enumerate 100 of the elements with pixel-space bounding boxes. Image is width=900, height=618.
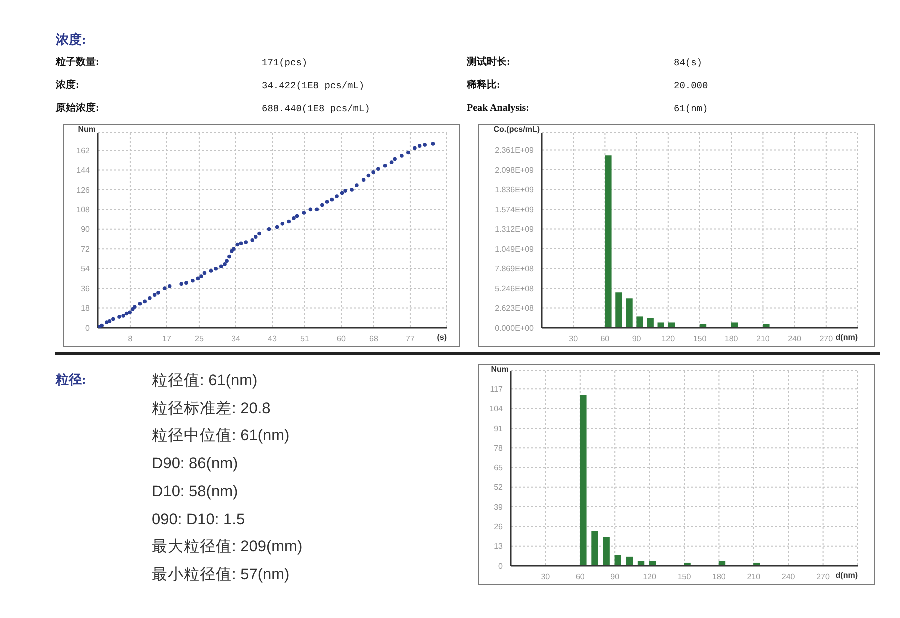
bar <box>763 324 770 328</box>
text: 20.000 <box>674 80 708 92</box>
x-tick-label: 51 <box>300 334 310 344</box>
x-tick-label: 180 <box>712 572 726 582</box>
y-tick-label: 1.049E+09 <box>495 244 535 254</box>
x-tick-label: 210 <box>747 572 762 582</box>
text: 688.440(1E8 pcs/mL) <box>262 103 370 114</box>
y-tick-label: 90 <box>81 225 91 234</box>
bar <box>731 322 738 328</box>
bar <box>647 318 654 328</box>
y-tick-label: 0 <box>498 562 504 571</box>
x-tick-label: 30 <box>541 572 551 582</box>
x-tick-label: 60 <box>576 572 586 582</box>
y-tick-label: 39 <box>494 502 504 512</box>
text: Peak Analysis: <box>467 103 530 114</box>
x-tick-label: 180 <box>724 334 739 344</box>
text: 61(nm) <box>674 103 708 114</box>
y-tick-label: 5.246E+08 <box>495 284 535 294</box>
text: 浓度: <box>56 80 80 91</box>
bar <box>616 292 622 328</box>
y-tick-label: 52 <box>494 483 504 492</box>
bar <box>668 322 675 328</box>
x-axis-title: (s) <box>437 333 447 342</box>
y-tick-label: 72 <box>81 244 91 254</box>
bar <box>658 322 664 328</box>
y-tick-label: 54 <box>81 264 91 274</box>
text: 最小粒径值: 57(nm) <box>152 566 290 584</box>
x-tick-label: 60 <box>337 334 346 344</box>
text: 粒径: <box>56 372 86 388</box>
x-tick-label: 25 <box>195 334 204 344</box>
y-axis-title: Num <box>491 365 509 374</box>
y-tick-label: 144 <box>76 166 91 176</box>
y-tick-label: 2.361E+09 <box>495 146 535 156</box>
y-tick-label: 0.000E+00 <box>495 324 535 333</box>
y-tick-label: 7.869E+08 <box>495 264 535 274</box>
y-axis-title: Co.(pcs/mL) <box>494 125 540 134</box>
text: 34.422(1E8 pcs/mL) <box>262 80 365 92</box>
y-tick-label: 91 <box>494 424 504 434</box>
text: 原始浓度: <box>56 103 100 114</box>
text: 粒径标准差: 20.8 <box>152 400 271 418</box>
x-tick-label: 8 <box>128 334 134 344</box>
x-tick-label: 120 <box>643 572 658 582</box>
text: 测试时长: <box>467 57 510 68</box>
x-tick-label: 77 <box>406 334 416 344</box>
y-tick-label: 162 <box>76 146 91 156</box>
x-tick-label: 210 <box>756 334 770 344</box>
x-tick-label: 150 <box>678 572 692 582</box>
text: D90: 86(nm) <box>152 456 238 473</box>
x-tick-label: 120 <box>662 334 676 344</box>
text: 稀释比: <box>467 80 500 91</box>
y-tick-label: 18 <box>81 304 91 314</box>
bar <box>592 531 598 566</box>
x-tick-label: 30 <box>569 334 579 344</box>
y-tick-label: 2.098E+09 <box>495 166 535 175</box>
y-tick-label: 126 <box>76 186 91 195</box>
bar <box>580 395 587 566</box>
x-tick-label: 90 <box>610 572 620 582</box>
x-axis-title: d(nm) <box>836 333 858 342</box>
y-tick-label: 104 <box>490 404 504 414</box>
y-tick-label: 117 <box>490 384 504 394</box>
y-tick-label: 26 <box>494 522 504 532</box>
y-axis-title: Num <box>78 125 96 134</box>
bar <box>605 156 612 328</box>
y-tick-label: 78 <box>494 444 504 453</box>
y-tick-label: 13 <box>494 542 504 552</box>
y-tick-label: 1.574E+09 <box>495 205 535 214</box>
x-tick-label: 43 <box>268 334 278 344</box>
text: D10: 58(nm) <box>152 484 238 500</box>
bar <box>700 324 707 328</box>
y-tick-label: 108 <box>76 206 91 215</box>
bar <box>626 298 633 328</box>
text: 84(s) <box>674 57 703 68</box>
x-tick-label: 68 <box>370 334 379 344</box>
x-tick-label: 60 <box>600 334 610 344</box>
x-axis-title: d(nm) <box>836 571 858 580</box>
x-tick-label: 90 <box>632 334 642 344</box>
text: 171(pcs) <box>262 57 308 68</box>
text: 090: D10: 1.5 <box>152 511 246 528</box>
text: 最大粒径值: 209(mm) <box>152 538 303 556</box>
bar <box>636 316 644 328</box>
y-tick-label: 65 <box>494 464 504 473</box>
text: 粒径中位值: 61(nm) <box>152 428 290 446</box>
y-tick-label: 36 <box>81 284 91 294</box>
x-tick-label: 150 <box>693 334 708 344</box>
y-tick-label: 2.623E+08 <box>495 304 535 314</box>
y-tick-label: 1.836E+09 <box>495 186 535 195</box>
x-tick-label: 270 <box>816 572 831 582</box>
bar <box>626 556 634 566</box>
x-tick-label: 270 <box>820 334 834 344</box>
x-tick-label: 240 <box>788 334 802 344</box>
x-tick-label: 240 <box>782 572 796 582</box>
x-tick-label: 17 <box>162 334 172 344</box>
bar <box>614 555 622 566</box>
text: 浓度: <box>56 32 86 48</box>
bar <box>603 537 610 566</box>
y-tick-label: 1.312E+09 <box>495 225 535 234</box>
text: 粒子数量: <box>56 57 100 68</box>
y-tick-label: 0 <box>86 324 91 333</box>
x-tick-label: 34 <box>232 334 241 344</box>
text: 粒径值: 61(nm) <box>152 372 258 390</box>
